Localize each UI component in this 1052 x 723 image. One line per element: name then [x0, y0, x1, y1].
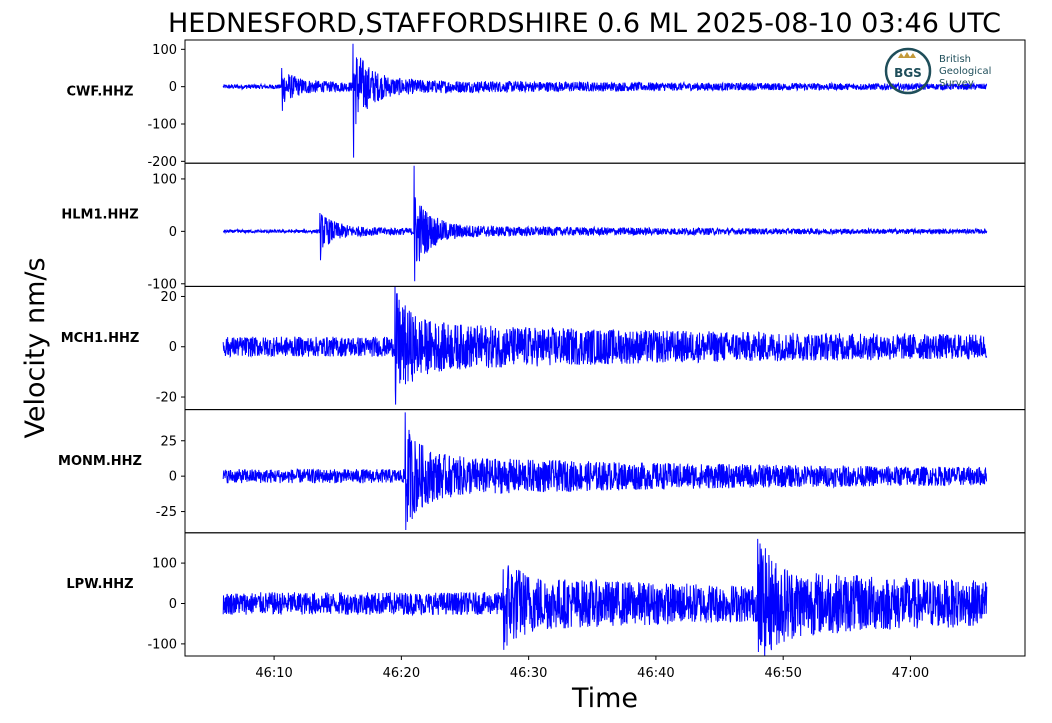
x-axis-ticks: 46:10 46:20 46:30 46:40 46:50 47:00	[255, 656, 929, 681]
y-tick-label: 20	[160, 290, 177, 305]
y-tick-label: -100	[147, 277, 177, 292]
station-label: HLM1.HHZ	[61, 208, 138, 223]
logo-abbr: BGS	[894, 66, 922, 80]
x-tick-label: 47:00	[892, 666, 929, 681]
y-tick-label: -100	[147, 118, 177, 133]
y-tick-label: -200	[147, 155, 177, 170]
panel-frame	[184, 39, 1026, 164]
x-tick-label: 46:30	[510, 666, 547, 681]
y-tick-label: 100	[152, 172, 177, 187]
logo-line-2: Geological	[939, 66, 991, 77]
y-tick-label: 25	[160, 434, 177, 449]
x-tick-label: 46:10	[255, 666, 292, 681]
chart-title: HEDNESFORD,STAFFORDSHIRE 0.6 ML 2025-08-…	[168, 8, 1001, 39]
panel-lpw-hhz: 100 0 -100 LPW.HHZ	[66, 532, 1026, 657]
panel-cwf-hhz: 100 0 -100 -200 CWF.HHZ	[67, 39, 1026, 170]
panel-frame	[184, 532, 1026, 657]
panel-frame	[184, 162, 1026, 287]
waveform-hlm1-hhz	[223, 165, 988, 282]
y-tick-label: -100	[147, 637, 177, 652]
crown-icon	[898, 52, 916, 58]
station-label: MCH1.HHZ	[61, 331, 140, 346]
panel-mch1-hhz: 20 0 -20 MCH1.HHZ	[61, 285, 1026, 411]
y-tick-label: 0	[169, 340, 177, 355]
y-tick-label: 100	[152, 43, 177, 58]
station-label: LPW.HHZ	[66, 577, 133, 592]
x-tick-label: 46:40	[637, 666, 674, 681]
x-axis-label: Time	[571, 683, 638, 714]
waveform-monm-hhz	[222, 412, 988, 531]
panel-monm-hhz: 25 0 -25 MONM.HHZ	[58, 409, 1026, 534]
y-tick-label: -25	[156, 505, 177, 520]
y-axis-label: Velocity nm/s	[20, 257, 51, 438]
panels: 1000-100-200CWF.HHZ1000-100HLM1.HHZ200-2…	[58, 39, 1026, 657]
bgs-logo: BGS British Geological Survey	[884, 47, 991, 95]
y-tick-label: 0	[169, 470, 177, 485]
logo-ring	[884, 47, 932, 95]
x-tick-label: 46:20	[383, 666, 420, 681]
logo-line-3: Survey	[939, 78, 974, 89]
y-tick-label: 100	[152, 557, 177, 572]
waveform-lpw-hhz	[222, 538, 988, 657]
waveform-cwf-hhz	[222, 43, 988, 158]
station-label: CWF.HHZ	[67, 84, 134, 99]
logo-line-1: British	[939, 54, 971, 65]
waveform-mch1-hhz	[222, 286, 988, 405]
x-tick-label: 46:50	[764, 666, 801, 681]
station-label: MONM.HHZ	[58, 454, 142, 469]
y-tick-label: 0	[169, 597, 177, 612]
panel-hlm1-hhz: 100 0 -100 HLM1.HHZ	[61, 162, 1026, 292]
y-tick-label: -20	[156, 391, 177, 406]
y-tick-label: 0	[169, 225, 177, 240]
y-tick-label: 0	[169, 80, 177, 95]
